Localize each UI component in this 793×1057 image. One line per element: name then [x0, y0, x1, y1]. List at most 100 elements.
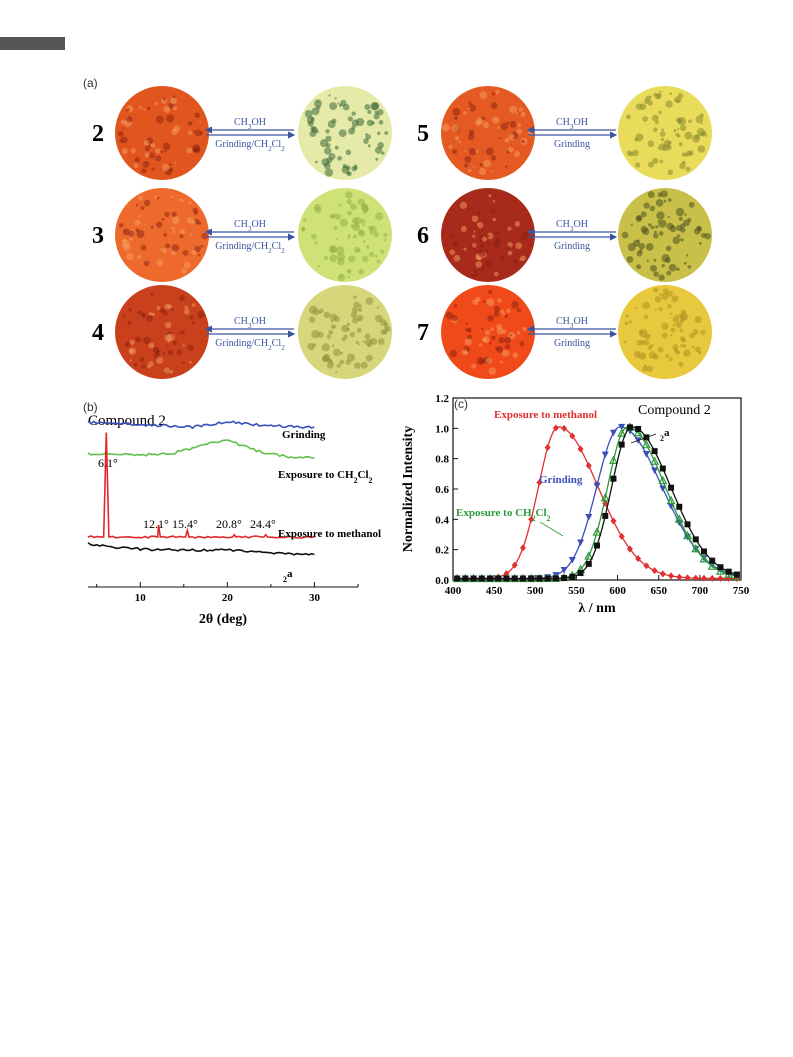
- series-marker: [544, 575, 551, 582]
- x-tick-label: 500: [527, 585, 544, 597]
- panel-c-label: (c): [454, 397, 468, 411]
- panel-b-label: (b): [83, 400, 98, 414]
- series-marker: [642, 451, 650, 458]
- compound-number: 6: [417, 223, 429, 249]
- series-marker: [536, 575, 543, 582]
- sample-disk-after: [298, 285, 392, 379]
- series-marker: [511, 575, 518, 582]
- series-marker: [552, 424, 559, 432]
- series-marker: [585, 513, 593, 521]
- compound-number: 3: [92, 223, 104, 249]
- series-marker: [585, 560, 592, 567]
- series-marker: [700, 574, 707, 582]
- series-line: [457, 426, 737, 580]
- series-line: [87, 439, 315, 459]
- series-marker: [617, 428, 627, 437]
- x-tick-label: 450: [486, 585, 503, 597]
- series-marker: [561, 575, 568, 582]
- series-marker: [633, 427, 643, 437]
- series-label: Exposure to CH2Cl2: [456, 507, 551, 523]
- series-marker: [511, 561, 518, 569]
- peak-label: 20.8°: [216, 517, 242, 531]
- series-marker: [487, 575, 494, 582]
- series-line: [457, 426, 737, 580]
- series-marker: [626, 424, 633, 431]
- series-marker: [584, 551, 594, 560]
- series-marker: [675, 519, 683, 527]
- x-tick-label: 700: [692, 585, 709, 597]
- series-marker: [528, 515, 535, 523]
- y-axis-title: Normalized Intensity: [401, 426, 416, 552]
- series-marker: [709, 557, 716, 564]
- y-tick-label: 0.2: [435, 545, 449, 557]
- x-tick-label: 600: [609, 585, 626, 597]
- series-line: [87, 420, 315, 430]
- series-marker: [674, 514, 684, 523]
- x-tick-label: 10: [135, 592, 147, 604]
- series-marker: [618, 423, 626, 431]
- series-marker: [668, 484, 675, 491]
- series-marker: [641, 439, 651, 449]
- series-marker: [600, 492, 610, 502]
- series-marker: [618, 441, 625, 448]
- sample-disk-before: [115, 86, 209, 180]
- series-marker: [699, 554, 709, 563]
- series-marker: [692, 536, 699, 543]
- series-marker: [544, 443, 551, 451]
- sample-disk-before: [441, 188, 535, 282]
- chart-title: Compound 2: [88, 413, 166, 429]
- series-marker: [561, 424, 568, 432]
- series-marker: [676, 573, 683, 581]
- series-marker: [626, 545, 633, 553]
- series-label: Grinding: [282, 429, 326, 441]
- series-marker: [668, 572, 675, 580]
- series-marker: [684, 521, 691, 528]
- reagent-label: CH3OH: [234, 117, 266, 131]
- series-marker: [676, 503, 683, 510]
- chart-title: Compound 2: [638, 403, 711, 418]
- series-marker: [700, 548, 707, 555]
- series-marker: [592, 527, 602, 536]
- series-marker: [666, 495, 676, 505]
- series-marker: [585, 462, 592, 470]
- series-marker: [609, 429, 617, 437]
- series-label: Grinding: [539, 474, 583, 486]
- series-marker: [635, 425, 642, 432]
- reagent-label: CH3OH: [234, 219, 266, 233]
- reagent-label: CH3OH: [556, 219, 588, 233]
- compound-number: 4: [92, 320, 104, 346]
- panel-c-emission-chart: 400 450 500 550 600 650 700 750 0.0 0.2 0.4 0.6 0.8 1…: [401, 393, 750, 616]
- series-label: 2a: [660, 427, 670, 443]
- series-marker: [659, 570, 666, 578]
- series-marker: [733, 571, 740, 578]
- sample-disk-after: [618, 86, 712, 180]
- series-marker: [715, 566, 725, 575]
- series-marker: [635, 555, 642, 563]
- series-marker: [470, 575, 477, 582]
- series-marker: [519, 544, 526, 552]
- y-tick-label: 0.0: [435, 575, 449, 587]
- series-marker: [692, 574, 699, 582]
- series-label: 2a: [283, 568, 293, 584]
- x-tick-label: 400: [445, 585, 462, 597]
- process-label: Grinding/CH2Cl2: [215, 338, 285, 352]
- compound-number: 2: [92, 121, 104, 147]
- series-marker: [658, 475, 668, 485]
- y-tick-label: 1.2: [435, 393, 449, 405]
- series-marker: [577, 445, 584, 453]
- series-line: [87, 432, 315, 539]
- process-label: Grinding: [554, 338, 590, 349]
- series-marker: [601, 451, 609, 459]
- series-label: Exposure to methanol: [494, 409, 597, 421]
- series-marker: [650, 456, 660, 465]
- peak-label: 15.4°: [172, 517, 198, 531]
- series-marker: [552, 575, 559, 582]
- y-tick-label: 0.4: [435, 514, 449, 526]
- series-marker: [608, 455, 618, 464]
- series-marker: [503, 570, 510, 578]
- reagent-label: CH3OH: [556, 316, 588, 330]
- peak-label: 24.4°: [250, 517, 276, 531]
- sample-disk-after: [618, 285, 712, 379]
- process-label: Grinding: [554, 241, 590, 252]
- series-marker: [709, 574, 716, 582]
